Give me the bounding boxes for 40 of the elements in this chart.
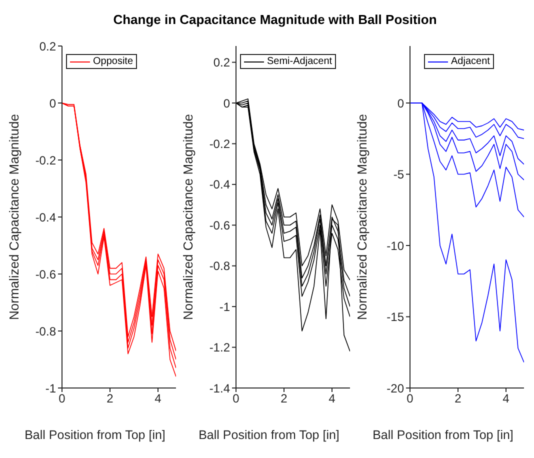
legend-label: Adjacent (451, 56, 490, 67)
y-tick-label: -0.2 (209, 136, 230, 151)
y-tick-label: -1 (45, 381, 56, 396)
legend-label: Opposite (93, 56, 134, 67)
y-tick-label: 0.2 (39, 39, 56, 54)
y-tick-label: -5 (393, 168, 404, 182)
y-tick-label: 0.2 (213, 56, 230, 70)
x-axis-title: Ball Position from Top [in] (24, 428, 166, 442)
y-axis-title: Normalized Capacitance Magnitude (180, 114, 196, 320)
y-tick-label: -1.4 (209, 381, 230, 396)
y-tick-label: -0.6 (35, 267, 56, 282)
y-tick-label: -1 (219, 300, 230, 314)
x-tick-label: 2 (454, 392, 462, 406)
y-tick-label: -1.2 (209, 340, 230, 355)
legend-label: Semi-Adjacent (267, 56, 332, 67)
y-tick-label: -0.2 (35, 153, 56, 168)
y-tick-label: -0.8 (209, 259, 230, 274)
y-tick-label: -15 (386, 310, 404, 324)
x-tick-label: 0 (58, 392, 66, 406)
y-axis-title: Normalized Capacitance Magnitude (6, 114, 22, 320)
y-tick-label: -10 (386, 238, 404, 253)
y-tick-label: 0 (223, 96, 230, 110)
y-tick-label: 0 (49, 96, 56, 110)
text: Change in Capacitance Magnitude with Ball Position (112, 11, 438, 29)
y-tick-label: -0.8 (35, 324, 56, 338)
x-tick-label: 4 (328, 392, 336, 406)
y-tick-label: -20 (386, 381, 404, 396)
x-tick-label: 4 (502, 392, 510, 406)
x-axis-title: Ball Position from Top [in] (198, 428, 340, 442)
y-tick-label: -0.4 (209, 178, 230, 192)
x-tick-label: 0 (406, 392, 414, 406)
x-axis-title: Ball Position from Top [in] (372, 428, 514, 442)
y-tick-label: -0.6 (209, 218, 230, 232)
y-axis-title: Normalized Capacitance Magnitude (354, 114, 370, 320)
x-tick-label: 0 (232, 392, 240, 406)
y-tick-label: 0 (397, 96, 404, 110)
x-tick-label: 2 (106, 392, 114, 406)
x-tick-label: 2 (280, 392, 288, 406)
x-tick-label: 4 (154, 392, 162, 406)
y-tick-label: -0.4 (35, 210, 56, 224)
